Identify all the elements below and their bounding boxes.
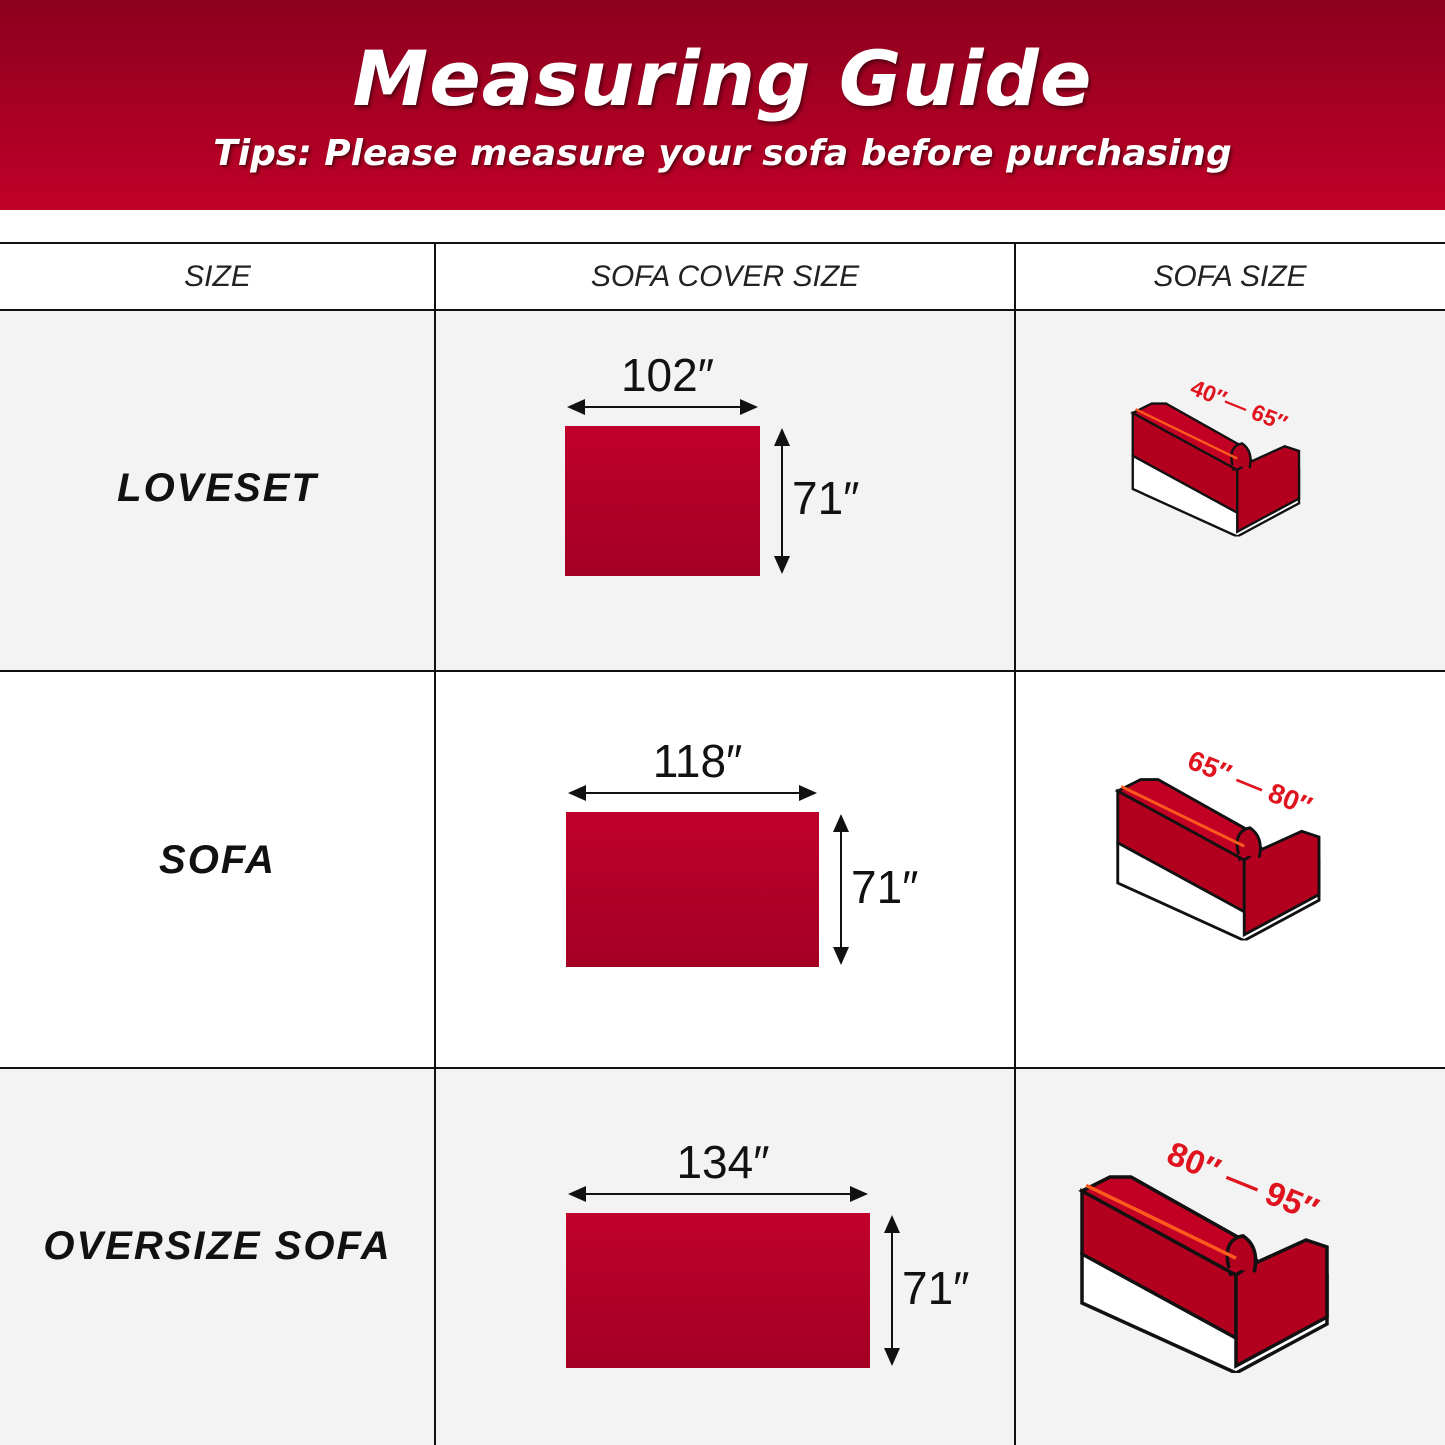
size-label: SOFA [159, 838, 276, 882]
cover-rectangle [566, 812, 819, 967]
size-label: LOVESET [117, 466, 318, 510]
table-border [0, 1067, 1445, 1069]
cover-height: 71″ [792, 472, 860, 524]
column-header-cover-size: SOFA COVER SIZE [590, 260, 860, 293]
header-banner: Measuring Guide Tips: Please measure you… [0, 0, 1445, 210]
cover-rectangle [566, 1213, 870, 1368]
table-border [434, 243, 436, 1445]
cover-width: 102″ [620, 349, 715, 401]
column-header-size: SIZE [184, 260, 251, 293]
sofa-icon: 65″ — 80″ [1112, 745, 1342, 945]
column-header-sofa-size: SOFA SIZE [1153, 260, 1307, 293]
cover-width: 118″ [652, 735, 743, 787]
cover-width: 134″ [676, 1136, 770, 1188]
cover-height: 71″ [902, 1261, 970, 1314]
table-border [0, 670, 1445, 672]
sofa-icon: 80″ — 95″ [1075, 1135, 1355, 1379]
cover-height: 71″ [851, 860, 919, 913]
size-label: OVERSIZE SOFA [43, 1224, 392, 1268]
page-subtitle: Tips: Please measure your sofa before pu… [213, 133, 1232, 174]
table-border [0, 242, 1445, 244]
table-border [0, 309, 1445, 311]
table-border [1014, 243, 1016, 1445]
cover-rectangle [565, 426, 760, 576]
sofa-icon: 40″— 65″ [1128, 375, 1318, 540]
page-title: Measuring Guide [352, 34, 1093, 123]
